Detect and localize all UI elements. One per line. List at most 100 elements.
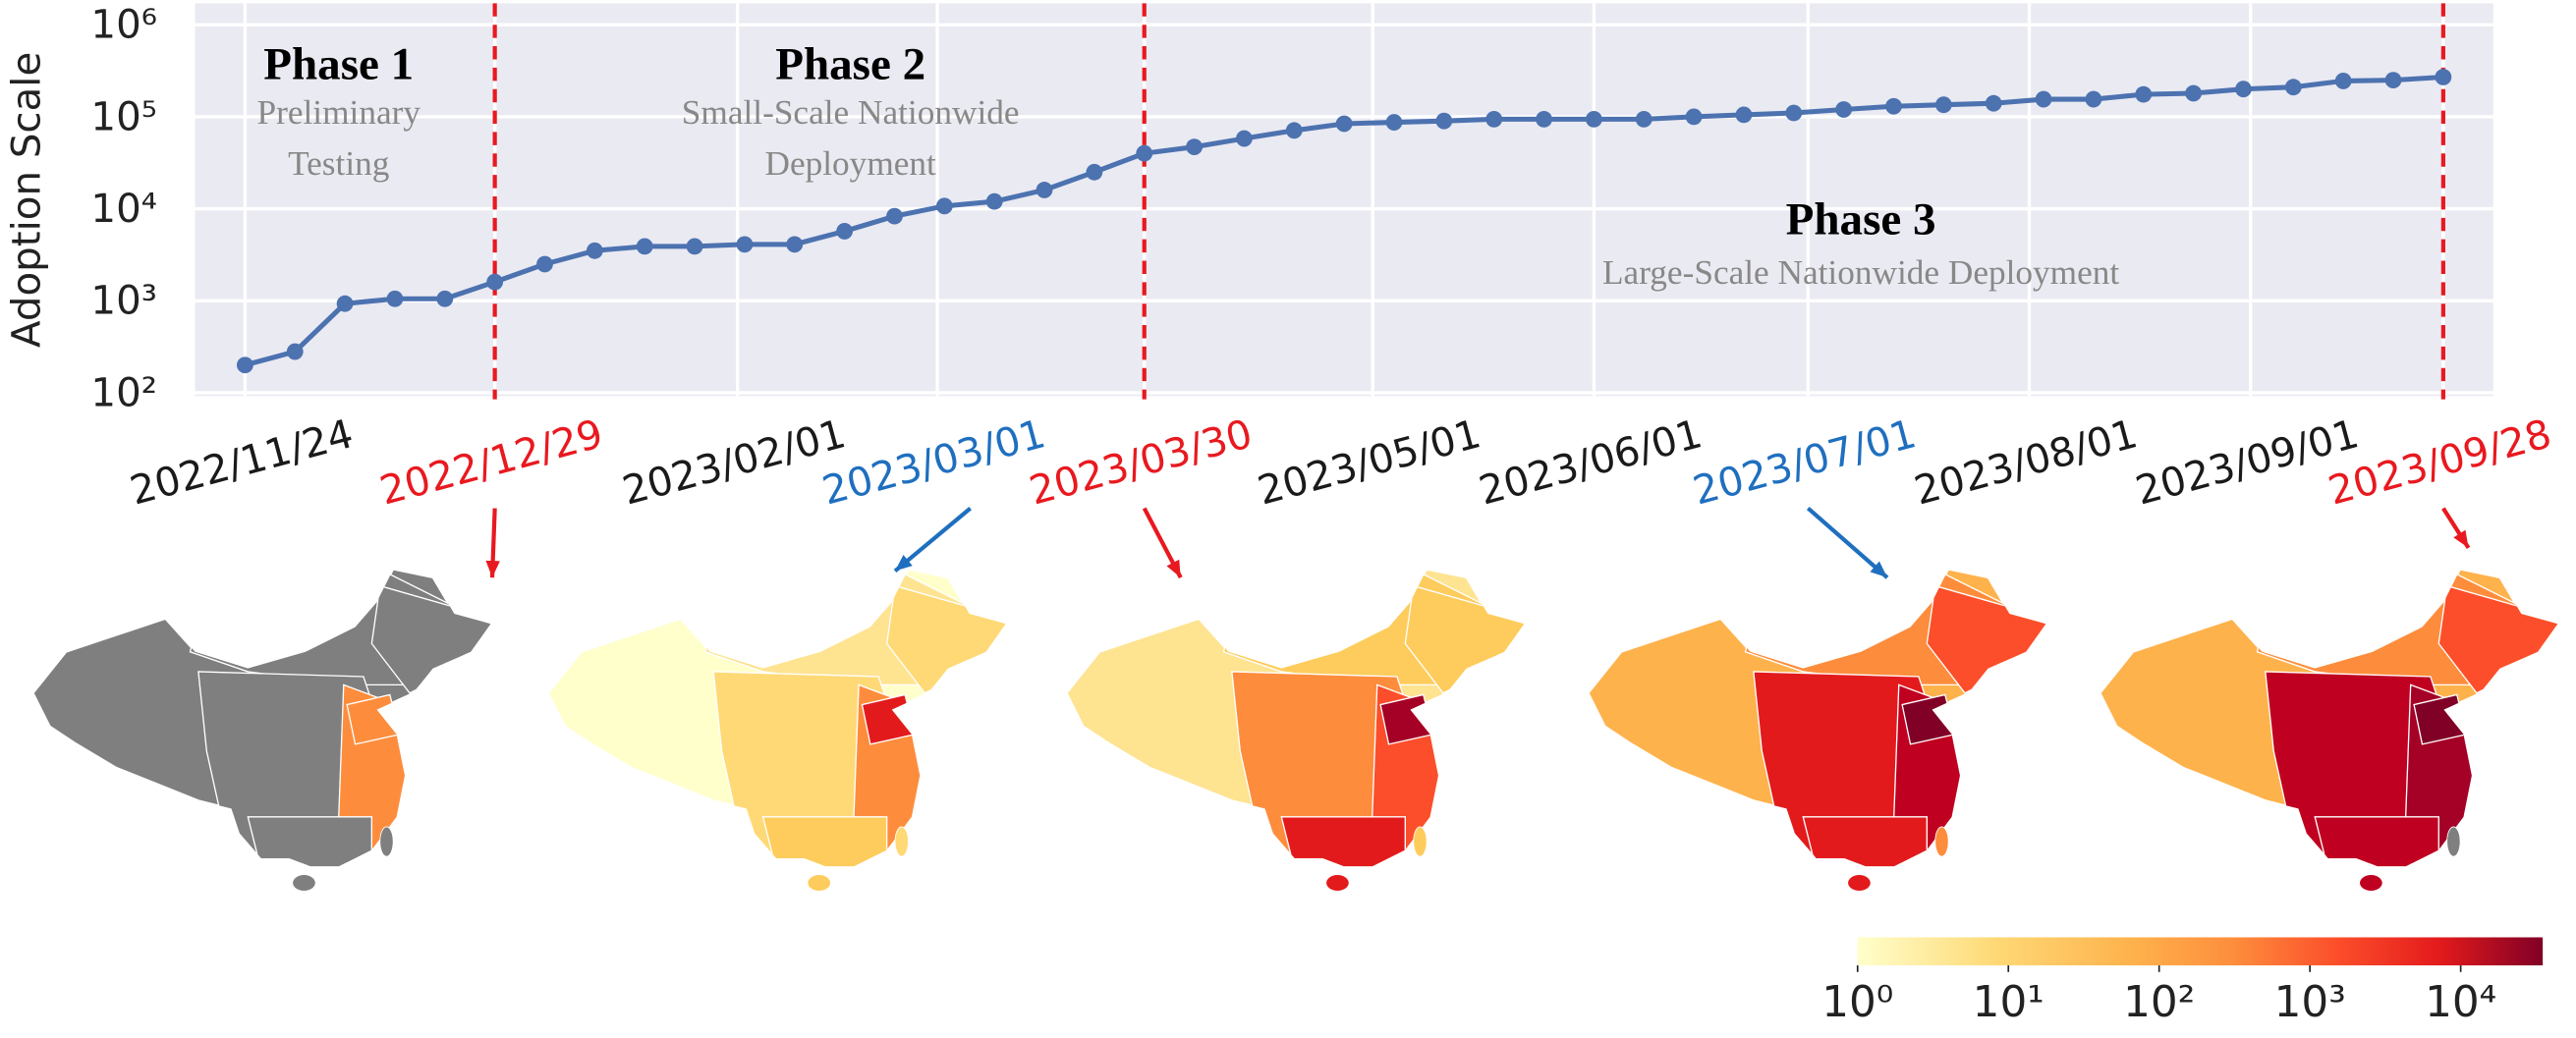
colorbar-tick-label: 10¹ xyxy=(1973,977,2044,1027)
data-point xyxy=(686,238,703,255)
map xyxy=(1587,568,2047,892)
data-point xyxy=(386,290,404,307)
data-point xyxy=(286,343,304,360)
data-point xyxy=(1435,112,1453,130)
map-island xyxy=(894,826,909,857)
x-tick-label: 2023/02/01 xyxy=(618,410,851,515)
map-regions xyxy=(189,569,491,867)
colorbar-tick-label: 10⁴ xyxy=(2425,977,2496,1027)
data-point xyxy=(1485,111,1503,128)
map xyxy=(2099,568,2559,892)
data-point xyxy=(1735,106,1753,124)
arrow-head xyxy=(2453,529,2469,548)
x-tick-label: 2023/03/30 xyxy=(1025,410,1258,515)
map-regions xyxy=(1222,569,1525,867)
map-island xyxy=(807,874,831,892)
map-island xyxy=(1934,826,1949,857)
map xyxy=(547,568,1008,892)
maps: 10⁰ 10¹ 10² 10³ 10⁴ xyxy=(31,506,2559,1027)
grid xyxy=(195,3,2493,397)
data-point xyxy=(985,192,1003,210)
map-island xyxy=(2446,826,2461,857)
map-regions xyxy=(2256,569,2558,867)
data-point xyxy=(2284,79,2302,96)
data-point xyxy=(236,356,253,374)
x-tick-label: 2023/05/01 xyxy=(1253,410,1485,515)
map-island xyxy=(1847,874,1872,892)
x-tick-label: 2023/09/01 xyxy=(2131,410,2364,515)
data-point xyxy=(2035,90,2052,108)
y-tick-label: 10⁶ xyxy=(90,2,156,48)
data-point xyxy=(1785,104,1803,122)
map-region xyxy=(761,816,888,867)
data-point xyxy=(886,207,903,225)
data-point xyxy=(1536,111,1552,128)
data-point xyxy=(1635,111,1652,128)
data-point xyxy=(2135,85,2153,103)
phase-title: Phase 2 xyxy=(775,39,925,90)
data-point xyxy=(1036,182,1053,198)
data-point xyxy=(935,197,953,215)
data-point xyxy=(536,255,553,273)
map-island xyxy=(2359,874,2383,892)
data-point xyxy=(2334,73,2352,89)
x-tick-label: 2022/12/29 xyxy=(375,410,608,515)
plot-background xyxy=(195,3,2493,397)
data-point xyxy=(336,295,354,312)
phase-description: Small-Scale Nationwide xyxy=(682,93,1020,132)
data-point xyxy=(1585,111,1602,128)
y-tick-label: 10³ xyxy=(90,278,156,324)
colorbar-tick-label: 10⁰ xyxy=(1821,977,1893,1027)
data-point xyxy=(1335,115,1353,133)
data-point xyxy=(1985,94,2002,112)
data-point xyxy=(486,273,504,291)
phase-description: Deployment xyxy=(765,144,937,183)
phase-title: Phase 3 xyxy=(1786,194,1936,246)
data-point xyxy=(2384,72,2402,89)
data-point xyxy=(1934,96,1952,114)
data-point xyxy=(1136,144,1153,162)
y-tick-label: 10⁵ xyxy=(90,93,156,139)
map-regions xyxy=(1744,569,2046,867)
data-point xyxy=(2435,69,2452,85)
data-point xyxy=(636,238,653,255)
phase-description: Testing xyxy=(288,144,389,183)
x-tick-label: 2023/06/01 xyxy=(1475,410,1708,515)
map-island xyxy=(292,874,316,892)
arrow-head xyxy=(1870,561,1888,578)
data-point xyxy=(1835,101,1853,118)
data-point xyxy=(836,223,854,240)
map xyxy=(31,568,492,892)
x-tick-label: 2023/09/28 xyxy=(2324,410,2556,515)
data-point xyxy=(1385,114,1403,131)
map-region xyxy=(247,816,373,867)
data-point xyxy=(2235,81,2252,98)
x-tick-label: 2023/03/01 xyxy=(817,410,1050,515)
data-point xyxy=(1285,122,1303,139)
data-point xyxy=(1236,130,1253,147)
phase-description: Preliminary xyxy=(256,93,420,132)
data-point xyxy=(1685,108,1703,126)
arrow xyxy=(1806,506,1889,579)
data-point xyxy=(2085,90,2102,108)
x-tick-label: 2023/07/01 xyxy=(1688,410,1921,515)
colorbar-tick-label: 10² xyxy=(2123,977,2195,1027)
y-tick-label: 10² xyxy=(90,369,156,415)
y-tick-label: 10⁴ xyxy=(90,186,156,232)
map-region xyxy=(2314,816,2439,867)
map-regions xyxy=(704,569,1006,867)
colorbar-tick-label: 10³ xyxy=(2274,977,2346,1027)
map-island xyxy=(1413,826,1428,857)
arrow-head xyxy=(485,560,500,578)
data-point xyxy=(436,290,454,307)
data-point xyxy=(1885,97,1902,115)
map-island xyxy=(379,826,394,857)
map-region xyxy=(1802,816,1929,867)
map xyxy=(1065,568,1526,892)
data-point xyxy=(2185,84,2203,102)
colorbar xyxy=(1857,937,2544,966)
data-point xyxy=(1186,138,1203,156)
arrow-head xyxy=(1166,559,1181,578)
map-island xyxy=(1325,874,1350,892)
